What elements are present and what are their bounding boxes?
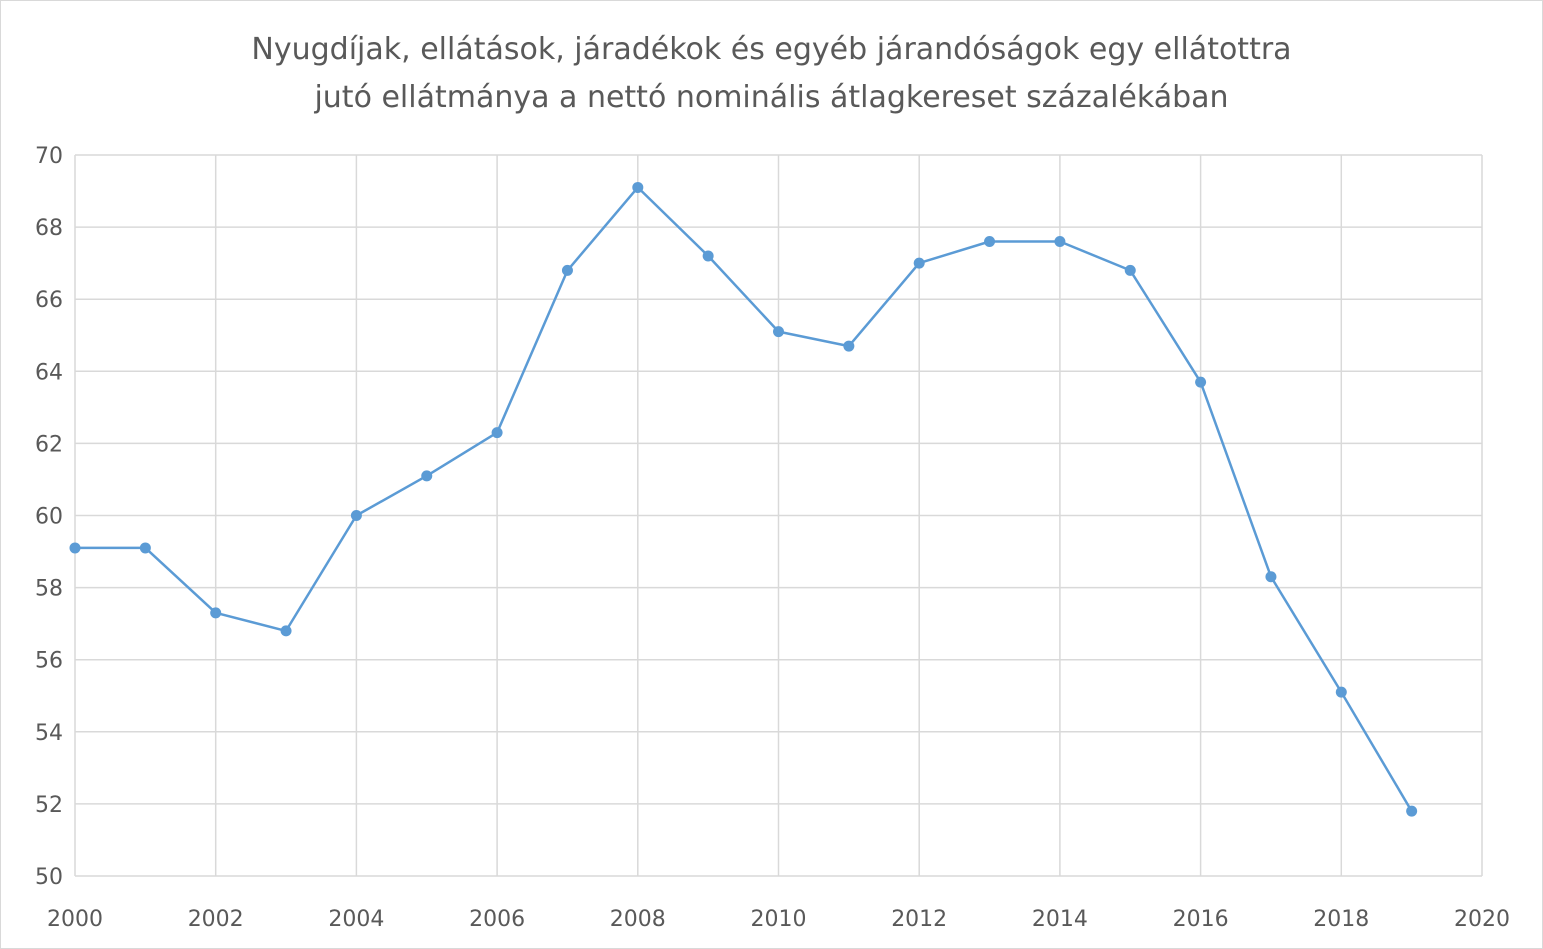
y-tick-label: 58 (35, 577, 63, 602)
data-point (1195, 376, 1207, 388)
y-tick-label: 50 (35, 865, 63, 890)
y-tick-label: 54 (35, 721, 63, 746)
data-point (984, 236, 996, 248)
data-point (773, 326, 784, 338)
data-point (350, 510, 362, 521)
x-tick-label: 2020 (1454, 907, 1510, 932)
chart-title-line-1: Nyugdíjak, ellátások, járadékok és egyéb… (251, 32, 1292, 67)
y-tick-label: 56 (35, 649, 63, 674)
x-tick-label: 2010 (751, 907, 807, 932)
data-point (632, 181, 644, 193)
x-tick-label: 2016 (1173, 907, 1229, 932)
data-point (280, 625, 292, 637)
y-tick-label: 62 (35, 432, 63, 457)
y-tick-label: 70 (35, 144, 63, 169)
gridlines (74, 154, 1483, 877)
data-point (210, 607, 222, 619)
data-point (421, 470, 433, 482)
y-tick-label: 66 (35, 288, 63, 313)
data-point (491, 427, 503, 439)
data-point (702, 250, 714, 262)
data-point (843, 340, 855, 352)
x-tick-label: 2002 (188, 907, 244, 932)
x-axis-ticks: 2000 2002 2004 2006 2008 2010 2012 2014 2016 2018… (47, 907, 1510, 932)
x-tick-label: 2018 (1313, 907, 1369, 932)
x-tick-label: 2008 (610, 907, 666, 932)
data-point (1054, 236, 1066, 248)
y-tick-label: 52 (35, 793, 63, 818)
y-tick-label: 64 (35, 360, 63, 385)
y-tick-label: 68 (35, 216, 63, 241)
x-tick-label: 2014 (1032, 907, 1088, 932)
chart-title: Nyugdíjak, ellátások, járadékok és egyéb… (0, 26, 1543, 122)
y-axis-ticks: 50 52 54 56 58 60 62 64 66 68 70 (35, 144, 63, 890)
series-line (75, 186, 1413, 812)
chart-title-line-2: jutó ellátmánya a nettó nominális átlagk… (314, 80, 1229, 115)
data-point (913, 257, 925, 269)
data-point (561, 264, 573, 276)
x-tick-label: 2006 (469, 907, 525, 932)
data-point (1335, 686, 1347, 698)
data-point (1265, 571, 1277, 583)
data-point (1406, 805, 1418, 817)
data-series (69, 181, 1418, 817)
y-tick-label: 60 (35, 505, 63, 530)
x-tick-label: 2004 (328, 907, 384, 932)
x-tick-label: 2012 (891, 907, 947, 932)
x-tick-label: 2000 (47, 907, 103, 932)
data-point (139, 542, 151, 554)
data-point (1124, 264, 1136, 276)
data-point (69, 542, 81, 554)
